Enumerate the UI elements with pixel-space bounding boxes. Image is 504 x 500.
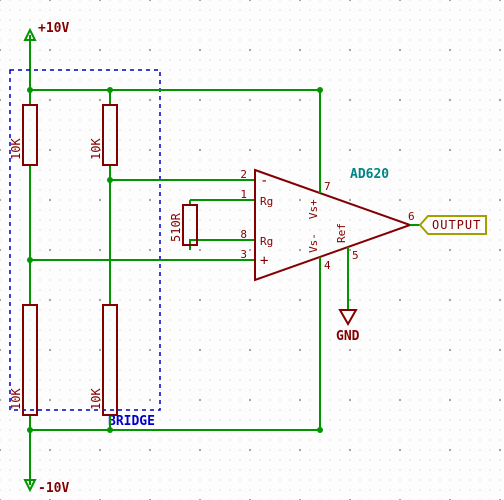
rg-value: 510R	[169, 212, 183, 242]
pin-1: 1	[240, 188, 247, 201]
junction	[317, 427, 323, 433]
junction	[107, 177, 113, 183]
bridge-label: BRIDGE	[108, 414, 155, 429]
ref-label: Ref	[335, 223, 348, 243]
r2-value: 10K	[89, 138, 103, 160]
canvas-bg	[0, 0, 504, 500]
junction	[107, 87, 113, 93]
rg2-label: Rg	[260, 235, 273, 248]
junction	[317, 87, 323, 93]
rg1-label: Rg	[260, 195, 273, 208]
r4-value: 10K	[89, 388, 103, 410]
plus-sign: +	[260, 253, 268, 269]
pin-8: 8	[240, 228, 247, 241]
junction	[27, 257, 33, 263]
rail-bot-label: -10V	[38, 481, 69, 496]
junction	[27, 87, 33, 93]
pin-7: 7	[324, 180, 331, 193]
pin-3: 3	[240, 248, 247, 261]
junction	[27, 427, 33, 433]
vsp-label: Vs+	[307, 199, 320, 219]
rail-top-label: +10V	[38, 21, 69, 36]
gnd-label: GND	[336, 329, 360, 344]
minus-sign: -	[260, 173, 268, 189]
vsm-label: Vs-	[307, 233, 320, 253]
pin-6: 6	[408, 210, 415, 223]
output-label: OUTPUT	[432, 218, 481, 232]
pin-4: 4	[324, 259, 331, 272]
amp-label: AD620	[350, 167, 389, 182]
junction	[107, 427, 113, 433]
pin-2: 2	[240, 168, 247, 181]
pin-5: 5	[352, 249, 359, 262]
r1-value: 10K	[9, 138, 23, 160]
r3-value: 10K	[9, 388, 23, 410]
